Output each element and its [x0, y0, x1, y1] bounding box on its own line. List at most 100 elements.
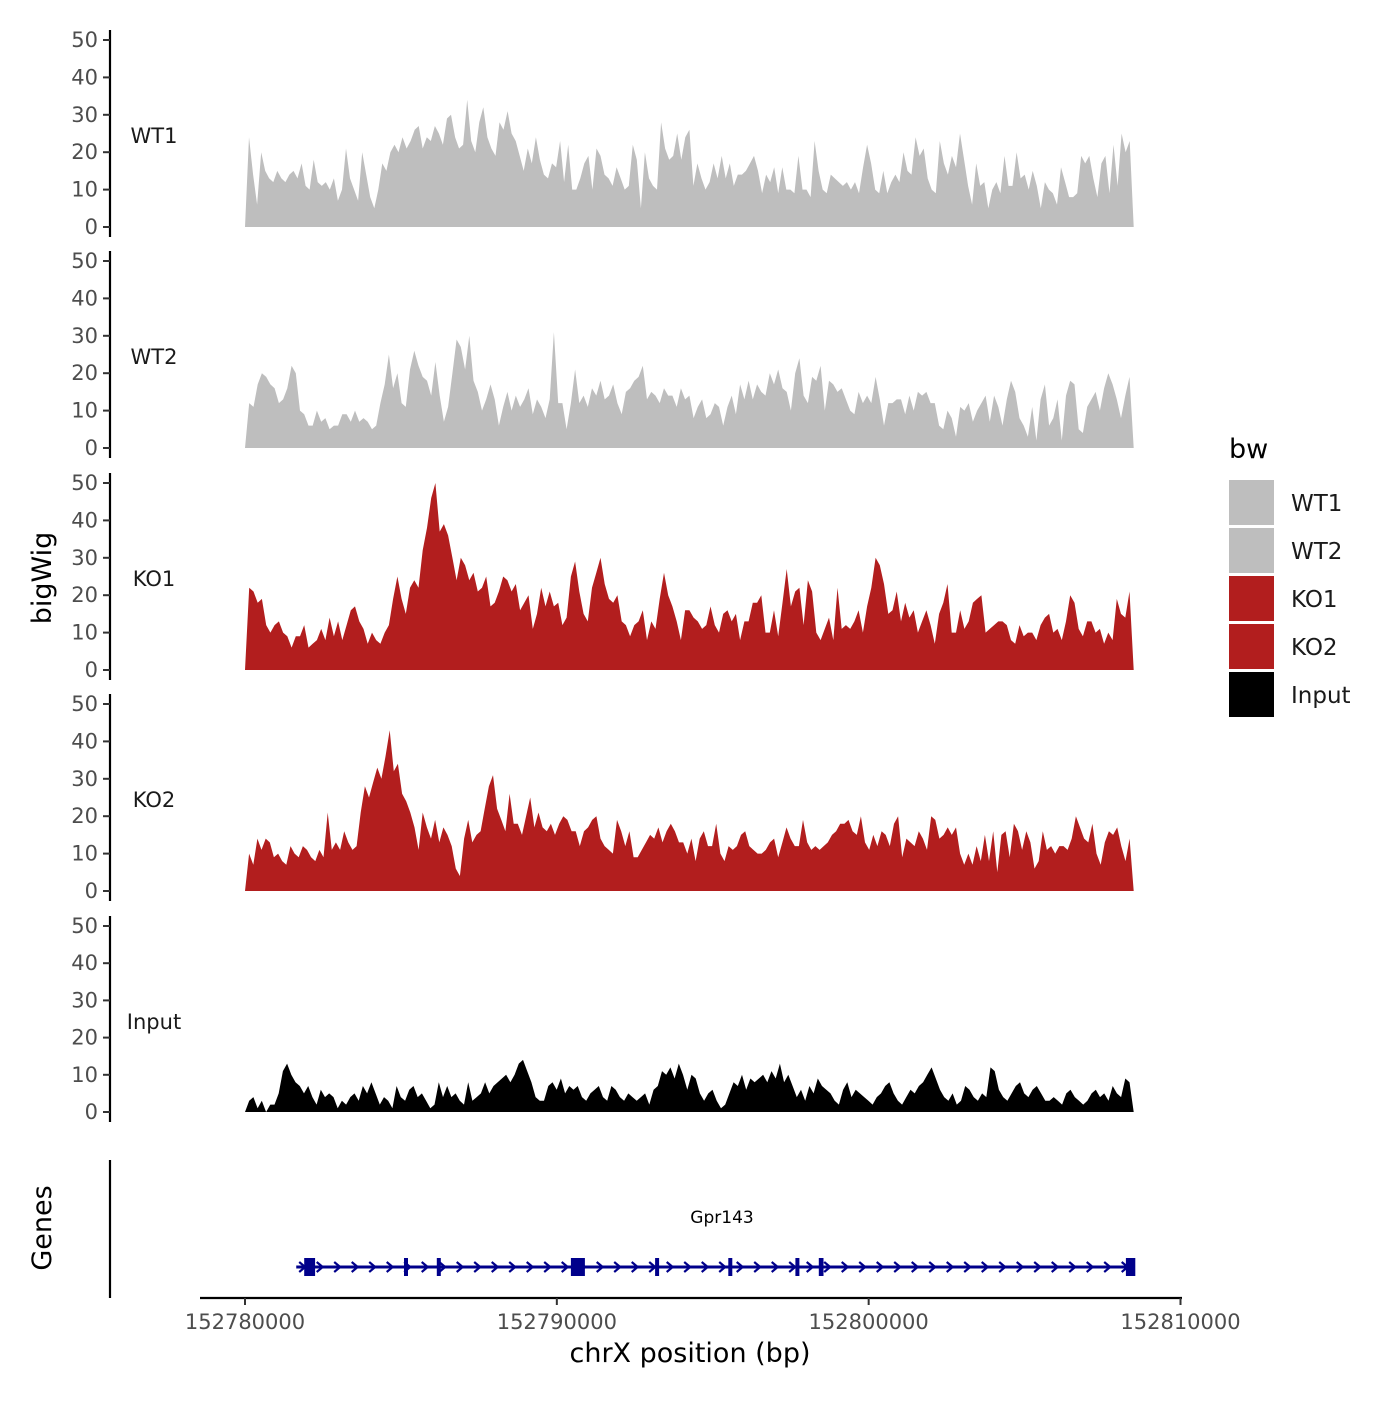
exon — [655, 1258, 660, 1276]
track-label-ko1: KO1 — [133, 567, 176, 591]
strand-arrow — [735, 1261, 745, 1273]
y-tick-label: 10 — [71, 621, 98, 645]
strand-arrow — [630, 1261, 640, 1273]
strand-arrow — [595, 1261, 605, 1273]
strand-arrow — [998, 1261, 1007, 1273]
y-tick-label: 20 — [71, 361, 98, 385]
y-tick-label: 50 — [71, 471, 98, 495]
y-tick-label: 10 — [71, 399, 98, 423]
legend-label-input: Input — [1291, 683, 1351, 709]
strand-arrow — [1015, 1261, 1025, 1273]
strand-arrow — [438, 1261, 447, 1273]
x-tick-label: 152790000 — [497, 1310, 617, 1334]
y-tick-label: 0 — [85, 658, 98, 682]
strand-arrow — [1103, 1261, 1112, 1273]
strand-arrow — [333, 1261, 342, 1273]
y-tick-label: 20 — [71, 140, 98, 164]
strand-arrow — [788, 1261, 797, 1273]
coverage-area-wt1 — [245, 99, 1134, 227]
track-label-ko2: KO2 — [133, 788, 176, 812]
x-tick-label: 152810000 — [1120, 1310, 1240, 1334]
y-tick-label: 40 — [71, 729, 98, 753]
track-label-input: Input — [127, 1010, 181, 1034]
coverage-area-wt2 — [245, 332, 1134, 448]
exon — [436, 1258, 441, 1276]
y-tick-label: 40 — [71, 286, 98, 310]
strand-arrow — [368, 1261, 377, 1273]
y-tick-label: 40 — [71, 951, 98, 975]
strand-arrow — [560, 1261, 570, 1273]
y-tick-label: 50 — [71, 28, 98, 52]
y-tick-label: 20 — [71, 583, 98, 607]
exon — [1125, 1258, 1136, 1276]
track-wt1: 0 10 20 30 40 50 WT1 — [71, 28, 1134, 239]
y-tick-label: 30 — [71, 546, 98, 570]
strand-arrow — [875, 1261, 885, 1273]
strand-arrow — [928, 1261, 937, 1273]
y-tick-label: 0 — [85, 879, 98, 903]
legend-title: bw — [1229, 434, 1268, 465]
track-ko2: 0 10 20 30 40 50 KO2 — [71, 692, 1134, 903]
strand-arrow — [385, 1261, 395, 1273]
strand-arrow — [455, 1261, 465, 1273]
exon — [304, 1258, 316, 1276]
genes-panel-title: Genes — [27, 1185, 58, 1270]
gene-panel: Gpr143 Genes — [27, 1160, 1136, 1298]
track-label-wt1: WT1 — [131, 124, 178, 148]
strand-arrow — [770, 1261, 780, 1273]
x-axis-title: chrX position (bp) — [569, 1338, 810, 1369]
y-tick-label: 30 — [71, 324, 98, 348]
strand-arrow — [665, 1261, 675, 1273]
y-tick-label: 50 — [71, 249, 98, 273]
strand-arrow — [893, 1261, 902, 1273]
legend-swatch-wt1 — [1229, 480, 1274, 525]
track-ko1: 0 10 20 30 40 50 KO1 — [71, 471, 1134, 682]
strand-arrow — [963, 1261, 972, 1273]
strand-arrow — [753, 1261, 762, 1273]
legend-label-ko1: KO1 — [1291, 587, 1338, 613]
y-tick-label: 0 — [85, 436, 98, 460]
legend-swatch-input — [1229, 672, 1274, 717]
coverage-tracks: 0 10 20 30 40 50 WT1 0 10 20 30 40 50 WT2 0 10 20 30 40 50 K… — [71, 28, 1134, 1124]
y-tick-label: 30 — [71, 767, 98, 791]
track-input: 0 10 20 30 40 50 Input — [71, 914, 1134, 1124]
y-tick-label: 30 — [71, 103, 98, 127]
y-tick-label: 10 — [71, 1063, 98, 1087]
strand-arrow — [700, 1261, 710, 1273]
strand-arrow — [683, 1261, 692, 1273]
exon — [795, 1258, 800, 1276]
y-tick-label: 20 — [71, 1026, 98, 1050]
y-axis-title: bigWig — [27, 532, 58, 625]
strand-arrow — [315, 1261, 325, 1273]
strand-arrow — [350, 1261, 360, 1273]
x-tick-label: 152800000 — [809, 1310, 929, 1334]
strand-arrow — [1085, 1261, 1095, 1273]
y-tick-label: 50 — [71, 914, 98, 938]
strand-arrow — [1050, 1261, 1060, 1273]
legend: bw WT1 WT2 KO1 KO2 Input — [1229, 434, 1351, 717]
strand-arrow — [1033, 1261, 1042, 1273]
strand-arrow — [543, 1261, 552, 1273]
y-tick-label: 10 — [71, 178, 98, 202]
y-tick-label: 40 — [71, 508, 98, 532]
legend-swatch-ko1 — [1229, 576, 1274, 621]
x-axis: chrX position (bp) 152780000 152790000 152… — [185, 1296, 1241, 1369]
coverage-area-ko2 — [245, 730, 1134, 891]
strand-arrow — [473, 1261, 482, 1273]
strand-arrow — [490, 1261, 500, 1273]
legend-label-ko2: KO2 — [1291, 635, 1338, 661]
y-tick-label: 10 — [71, 842, 98, 866]
strand-arrow — [910, 1261, 920, 1273]
strand-arrow — [805, 1261, 815, 1273]
exon — [404, 1258, 408, 1276]
exon — [570, 1258, 585, 1276]
strand-arrow — [508, 1261, 517, 1273]
y-tick-label: 40 — [71, 65, 98, 89]
strand-arrow — [525, 1261, 535, 1273]
strand-arrow — [718, 1261, 727, 1273]
y-tick-label: 0 — [85, 1100, 98, 1124]
exon — [728, 1258, 733, 1276]
strand-arrow — [945, 1261, 955, 1273]
strand-arrow — [1068, 1261, 1077, 1273]
